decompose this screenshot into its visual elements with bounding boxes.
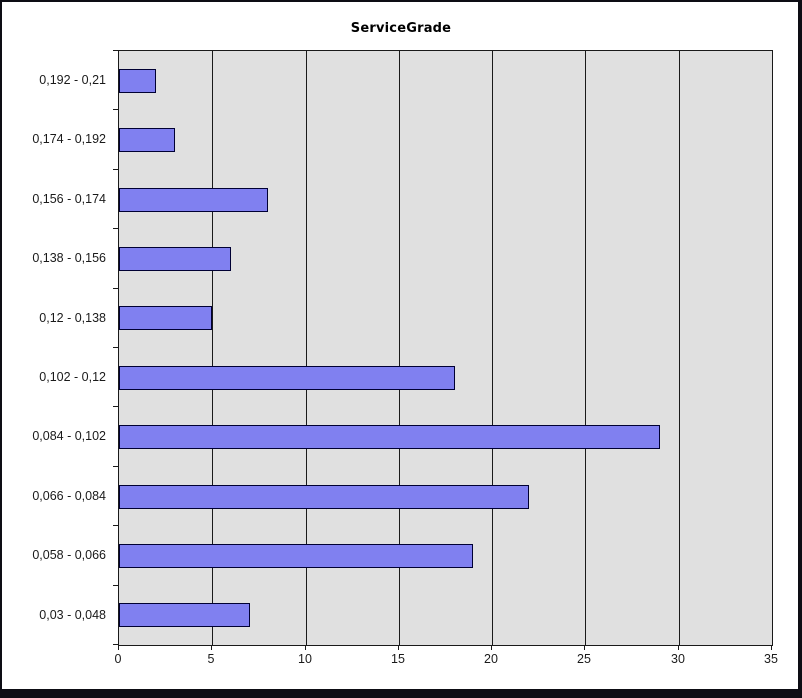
y-axis-tick	[113, 466, 118, 467]
x-axis-tick	[211, 645, 212, 650]
x-axis-label: 20	[484, 652, 498, 666]
y-axis-label: 0,066 - 0,084	[32, 488, 106, 503]
x-axis-tick	[398, 645, 399, 650]
bar	[119, 544, 473, 568]
gridline	[306, 51, 307, 645]
bar	[119, 306, 212, 330]
gridline	[399, 51, 400, 645]
y-axis-tick	[113, 347, 118, 348]
bar	[119, 366, 455, 390]
y-axis-tick	[113, 644, 118, 645]
bar	[119, 603, 250, 627]
y-axis-label: 0,12 - 0,138	[39, 310, 106, 325]
bar	[119, 425, 660, 449]
bar	[119, 247, 231, 271]
x-axis-label: 25	[577, 652, 591, 666]
y-axis-label: 0,156 - 0,174	[32, 191, 106, 206]
y-axis-tick	[113, 50, 118, 51]
x-axis-tick	[678, 645, 679, 650]
x-axis-tick	[305, 645, 306, 650]
x-axis-label: 35	[764, 652, 778, 666]
y-axis-tick	[113, 585, 118, 586]
bar	[119, 188, 268, 212]
y-axis-label: 0,138 - 0,156	[32, 250, 106, 265]
bar	[119, 69, 156, 93]
bar	[119, 485, 529, 509]
x-axis-label: 30	[671, 652, 685, 666]
y-axis-label: 0,174 - 0,192	[32, 131, 106, 146]
y-axis-tick	[113, 228, 118, 229]
x-axis-tick	[118, 645, 119, 650]
y-axis-label: 0,102 - 0,12	[39, 369, 106, 384]
bar	[119, 128, 175, 152]
y-axis-tick	[113, 169, 118, 170]
y-axis-tick	[113, 525, 118, 526]
y-axis-tick	[113, 288, 118, 289]
x-axis-tick	[584, 645, 585, 650]
x-axis-tick	[491, 645, 492, 650]
x-axis-label: 5	[207, 652, 215, 666]
gridline	[679, 51, 680, 645]
x-axis-label: 0	[114, 652, 122, 666]
y-axis-label: 0,058 - 0,066	[32, 547, 106, 562]
x-axis-tick	[771, 645, 772, 650]
gridline	[212, 51, 213, 645]
y-axis-label: 0,03 - 0,048	[39, 607, 106, 622]
y-axis-tick	[113, 109, 118, 110]
y-axis-label: 0,192 - 0,21	[39, 72, 106, 87]
chart-title: ServiceGrade	[350, 21, 452, 36]
gridline	[585, 51, 586, 645]
plot-area	[118, 50, 773, 646]
y-axis-label: 0,084 - 0,102	[32, 428, 106, 443]
y-axis-tick	[113, 406, 118, 407]
x-axis-label: 10	[298, 652, 312, 666]
gridline	[492, 51, 493, 645]
x-axis-label: 15	[391, 652, 405, 666]
